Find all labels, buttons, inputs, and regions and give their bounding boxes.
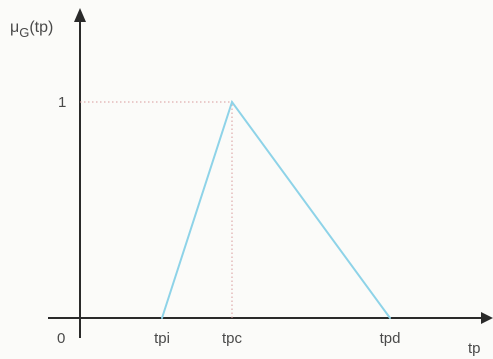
chart-marks: 1 tpi tpc tpd bbox=[58, 94, 400, 347]
series-point-tpd bbox=[389, 317, 391, 319]
origin-label: 0 bbox=[57, 330, 65, 347]
x-axis-arrowhead bbox=[481, 312, 493, 324]
y-axis-arrowhead bbox=[74, 8, 86, 22]
x-tick-label-tpi: tpi bbox=[154, 330, 170, 347]
y-axis-label: μG(tp) bbox=[10, 19, 53, 40]
series-point-tpc bbox=[231, 101, 233, 103]
y-tick-label: 1 bbox=[58, 94, 66, 111]
x-tick-label-tpd: tpd bbox=[380, 330, 401, 347]
x-tick-label-tpc: tpc bbox=[222, 330, 243, 347]
membership-series-line bbox=[161, 99, 391, 319]
series-point-tpi bbox=[161, 317, 163, 319]
x-axis-label: tp bbox=[468, 340, 481, 357]
